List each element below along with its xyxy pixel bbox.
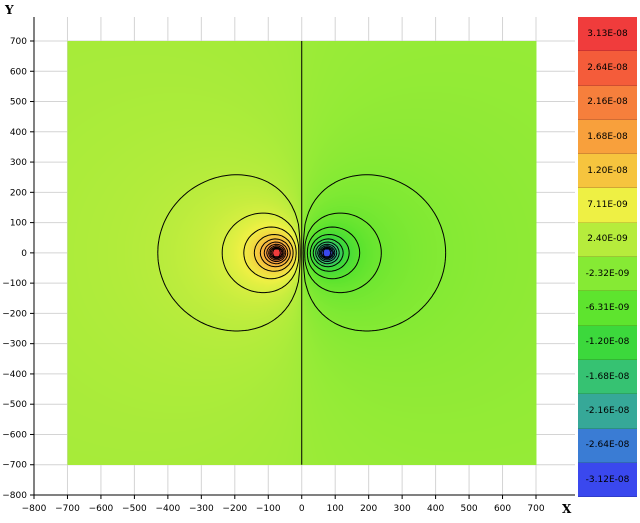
contour-line [319, 246, 335, 260]
legend-label: -2.32E-09 [585, 268, 630, 279]
contour-line [272, 248, 281, 258]
legend-entry: -2.32E-09 [578, 257, 637, 292]
contour-line [306, 226, 361, 280]
x-tick-label: 400 [427, 504, 444, 514]
contour-line [269, 246, 284, 260]
contour-line [317, 243, 338, 262]
contour-line [157, 174, 301, 332]
legend-entry: 1.68E-08 [578, 119, 637, 155]
contour-line [270, 247, 283, 259]
y-tick-label: −600 [2, 430, 27, 440]
contour-lines [157, 41, 447, 465]
color-legend: 3.13E-08 2.64E-08 2.16E-08 1.68E-08 1.20E-08… [578, 17, 637, 498]
contour-line [318, 245, 336, 261]
legend-entry: 1.20E-08 [578, 154, 637, 189]
y-tick-label: −500 [2, 400, 27, 410]
contour-line [268, 245, 285, 261]
y-tick-label: 100 [10, 219, 27, 229]
contour-line [320, 247, 333, 259]
contour-line [243, 226, 297, 280]
contour-plot: −800 −700 −600 −500 −400 −300 −200 −100 0 100 200 3… [2, 3, 575, 516]
legend-entry: 2.64E-08 [578, 51, 637, 86]
legend-entry: -6.31E-09 [578, 291, 637, 326]
legend-entry: -2.16E-08 [578, 394, 637, 429]
x-tick-label: 600 [494, 504, 511, 514]
contour-line [253, 234, 294, 272]
x-tick-label: −300 [189, 504, 214, 514]
legend-label: 1.68E-08 [587, 131, 628, 142]
x-axis-label: X [562, 502, 572, 516]
legend-label: -1.20E-08 [585, 337, 630, 348]
x-tick-label: 300 [394, 504, 411, 514]
legend-entry: 2.16E-08 [578, 85, 637, 120]
contour-line [315, 241, 340, 265]
x-tick-label: −600 [89, 504, 114, 514]
legend-label: 2.64E-08 [587, 62, 628, 73]
contour-line [221, 212, 300, 294]
y-tick-label: 600 [10, 67, 27, 77]
legend-entry: -2.64E-08 [578, 428, 637, 463]
x-tick-label: 0 [299, 504, 305, 514]
y-tick-label: −100 [2, 279, 27, 289]
legend-label: 2.40E-09 [587, 234, 628, 245]
y-tick-label: −800 [2, 491, 27, 501]
y-tick-label: 700 [10, 37, 27, 47]
legend-label: 3.13E-08 [587, 28, 628, 39]
y-tick-labels: 700 600 500 400 300 200 100 0 −100 −200 −300 −400 −5… [2, 37, 34, 501]
legend-label: 1.20E-08 [587, 165, 628, 176]
contour-line [259, 238, 291, 268]
x-tick-label: 700 [527, 504, 544, 514]
legend-label: -6.31E-09 [585, 303, 630, 314]
legend-label: -2.64E-08 [585, 440, 630, 451]
x-tick-label: −400 [155, 504, 180, 514]
legend-entry: 3.13E-08 [578, 17, 637, 52]
y-tick-label: 0 [21, 249, 27, 259]
y-tick-label: −200 [2, 309, 27, 319]
x-tick-label: 500 [460, 504, 477, 514]
contour-line [312, 238, 344, 268]
contour-line [266, 243, 287, 262]
x-tick-label: −800 [22, 504, 47, 514]
legend-entry: -1.68E-08 [578, 359, 637, 395]
contour-line [263, 241, 289, 265]
legend-label: 2.16E-08 [587, 97, 628, 108]
x-tick-label: 200 [360, 504, 377, 514]
y-tick-label: −400 [2, 370, 27, 380]
y-tick-label: 400 [10, 128, 27, 138]
x-tick-label: 100 [327, 504, 344, 514]
y-tick-label: 500 [10, 98, 27, 108]
contour-line [302, 174, 447, 332]
y-tick-label: 300 [10, 158, 27, 168]
x-tick-label: −100 [256, 504, 281, 514]
legend-label: -1.68E-08 [585, 371, 630, 382]
x-tick-labels: −800 −700 −600 −500 −400 −300 −200 −100 0 100 200 3… [22, 495, 545, 514]
legend-entry: -3.12E-08 [578, 462, 637, 498]
x-tick-label: −700 [55, 504, 80, 514]
contour-line [322, 248, 332, 258]
y-tick-label: −700 [2, 461, 27, 471]
x-tick-label: −200 [222, 504, 247, 514]
axes [33, 17, 575, 496]
legend-label: -2.16E-08 [585, 405, 630, 416]
y-tick-label: 200 [10, 188, 27, 198]
legend-label: 7.11E-09 [587, 200, 628, 211]
legend-entry: 2.40E-09 [578, 222, 637, 258]
x-tick-label: −500 [122, 504, 147, 514]
contour-line [309, 234, 350, 272]
y-axis-label: Y [4, 3, 14, 17]
contour-line [304, 212, 382, 294]
legend-entry: -1.20E-08 [578, 325, 637, 360]
y-tick-label: −300 [2, 340, 27, 350]
legend-entry: 7.11E-09 [578, 188, 637, 223]
legend-label: -3.12E-08 [585, 474, 630, 485]
